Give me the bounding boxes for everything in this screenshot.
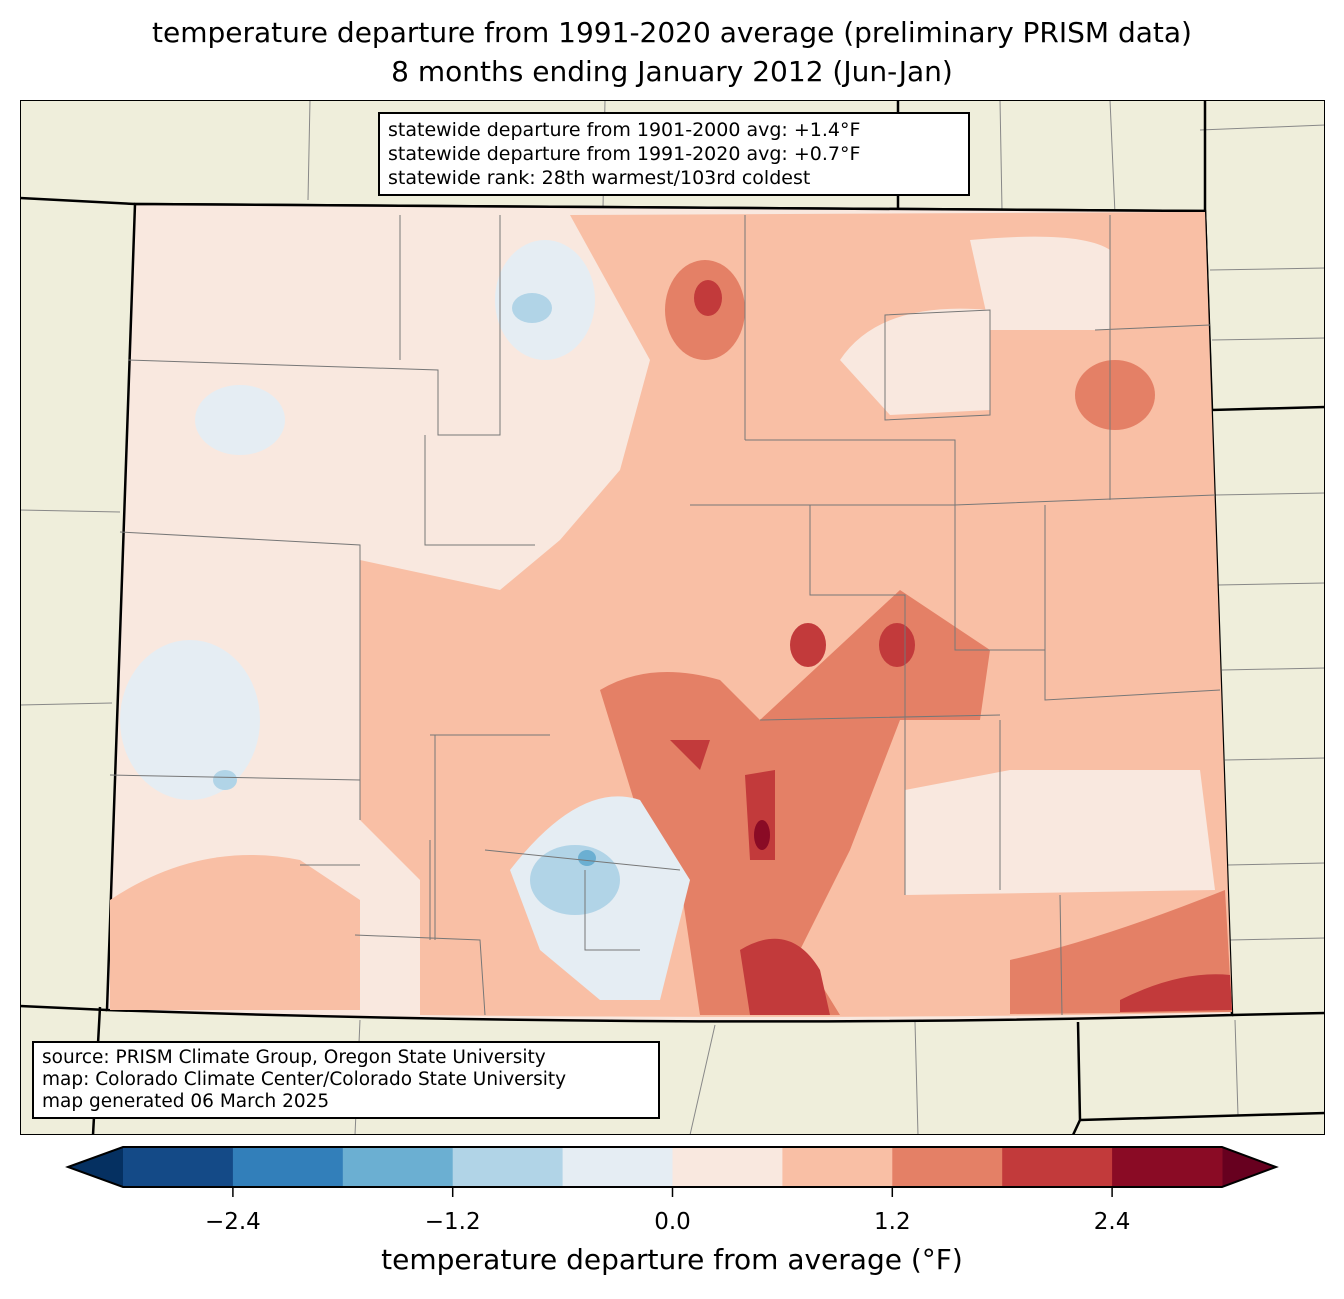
colorbar-segment: [562, 1147, 673, 1187]
contour-west-warm: [110, 855, 360, 1010]
colorbar-label: temperature departure from average (°F): [381, 1243, 963, 1276]
statewide-rank: statewide rank: 28th warmest/103rd colde…: [388, 167, 811, 189]
colorbar-segment: [452, 1147, 564, 1187]
colorbar-outline: [65, 1146, 1279, 1188]
generated-date-line: map generated 06 March 2025: [42, 1091, 330, 1112]
colorbar-segment: [342, 1147, 454, 1187]
colorbar-segment: [672, 1147, 783, 1187]
colorbar-segment: [892, 1147, 1003, 1187]
colorbar-under-arrow: [68, 1147, 123, 1187]
contour-cool-patch: [840, 236, 1215, 895]
colorado-temperature-map: [20, 100, 1325, 1135]
map-subtitle: 8 months ending January 2012 (Jun-Jan): [391, 55, 953, 88]
map-credit-line: map: Colorado Climate Center/Colorado St…: [42, 1069, 567, 1090]
statewide-stats-box: statewide departure from 1901-2000 avg: …: [378, 112, 970, 196]
departure-1991-2020: statewide departure from 1991-2020 avg: …: [388, 143, 861, 165]
colorbar-segment: [1112, 1147, 1223, 1187]
contour-hot-east: [1075, 360, 1155, 430]
colorbar-tick-label: −1.2: [425, 1209, 481, 1235]
colorbar-tick-label: 2.4: [1094, 1209, 1131, 1235]
county-lines: [109, 215, 1221, 1016]
source-line: source: PRISM Climate Group, Oregon Stat…: [42, 1047, 546, 1068]
colorbar-tick-label: 1.2: [874, 1209, 911, 1235]
colorbar-tick-label: −2.4: [205, 1209, 261, 1235]
contour-very-hot: [670, 740, 1232, 1015]
temperature-contours: [110, 212, 1232, 1017]
colorbar-over-arrow: [1222, 1147, 1276, 1187]
contour-hot-south-central: [600, 590, 990, 1015]
colorbar-segment: [782, 1147, 893, 1187]
colorbar-segment: [123, 1147, 234, 1187]
colorbar-segment: [1002, 1147, 1113, 1187]
colorbar-segment: [232, 1147, 344, 1187]
source-box: source: PRISM Climate Group, Oregon Stat…: [32, 1041, 660, 1119]
neighbor-county-lines: [20, 100, 1325, 1135]
colorbar: −2.4 −1.2 0.0 1.2 2.4: [65, 1146, 1279, 1235]
departure-1901-2000: statewide departure from 1901-2000 avg: …: [388, 119, 861, 141]
map-title: temperature departure from 1991-2020 ave…: [152, 16, 1192, 49]
colorbar-tick-label: 0.0: [654, 1209, 691, 1235]
